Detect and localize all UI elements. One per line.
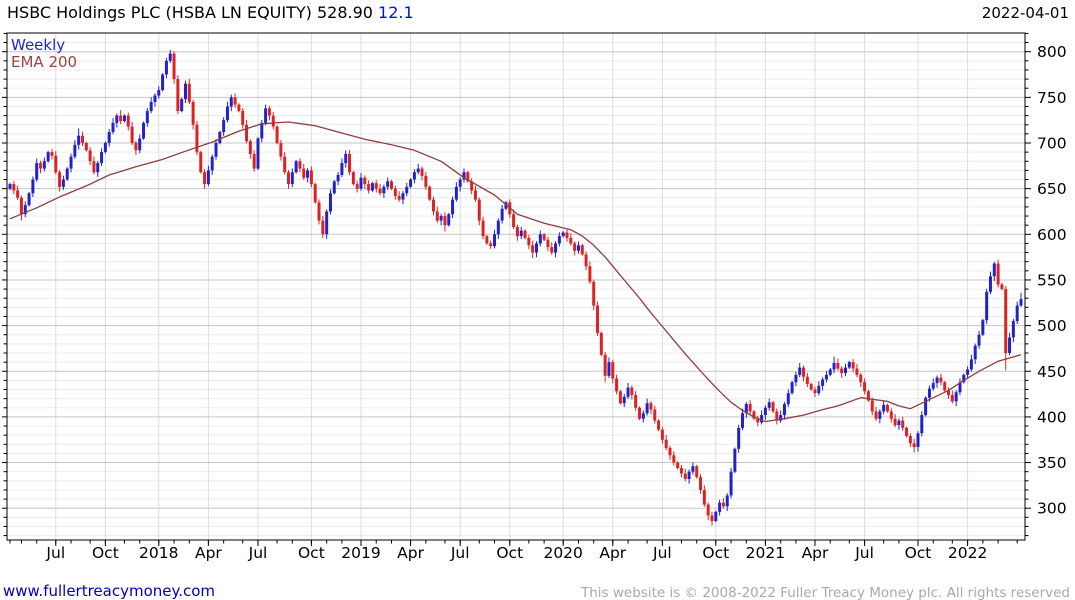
svg-text:2018: 2018 (139, 544, 178, 562)
y-axis-labels: 300 350 400 450 500 550 600 650 700 750 800 (1037, 43, 1067, 518)
svg-text:2020: 2020 (543, 544, 582, 562)
plot-border (6, 32, 1026, 541)
gridlines-vertical (55, 33, 969, 540)
ema-line (9, 121, 1022, 423)
svg-text:650: 650 (1037, 180, 1067, 198)
svg-text:Oct: Oct (905, 544, 932, 562)
website-link[interactable]: www.fullertreacymoney.com (3, 582, 216, 600)
svg-text:800: 800 (1037, 43, 1067, 61)
gridlines-major (7, 51, 1025, 509)
svg-text:Oct: Oct (702, 544, 729, 562)
candlesticks-layer (8, 49, 1023, 526)
svg-text:400: 400 (1037, 408, 1067, 426)
svg-text:2021: 2021 (746, 544, 785, 562)
svg-text:Apr: Apr (802, 544, 829, 562)
svg-text:Apr: Apr (397, 544, 424, 562)
svg-text:Oct: Oct (496, 544, 523, 562)
svg-text:500: 500 (1037, 317, 1067, 335)
copyright-notice: This website is © 2008-2022 Fuller Treac… (581, 585, 1070, 600)
instrument-title: HSBC Holdings PLC (HSBA LN EQUITY) 528.9… (7, 3, 373, 22)
svg-text:Apr: Apr (599, 544, 626, 562)
chart-title: HSBC Holdings PLC (HSBA LN EQUITY) 528.9… (7, 3, 414, 22)
svg-text:450: 450 (1037, 363, 1067, 381)
svg-text:Jul: Jul (854, 544, 874, 562)
svg-text:Jul: Jul (248, 544, 268, 562)
svg-text:Oct: Oct (298, 544, 325, 562)
svg-text:750: 750 (1037, 89, 1067, 107)
legend-ema-label: EMA 200 (11, 53, 78, 71)
price-change: 12.1 (378, 3, 414, 22)
svg-text:300: 300 (1037, 500, 1067, 518)
svg-text:550: 550 (1037, 271, 1067, 289)
svg-text:Oct: Oct (92, 544, 119, 562)
svg-text:Apr: Apr (195, 544, 222, 562)
svg-text:700: 700 (1037, 135, 1067, 153)
svg-text:2019: 2019 (341, 544, 380, 562)
gridlines-minor (7, 42, 1025, 537)
svg-text:Jul: Jul (652, 544, 672, 562)
svg-text:2022: 2022 (948, 544, 987, 562)
svg-text:350: 350 (1037, 454, 1067, 472)
x-axis-labels: Jul Oct 2018 Apr Jul Oct 2019 Apr Jul Oct 2020 Apr J… (45, 544, 987, 562)
svg-text:Jul: Jul (450, 544, 470, 562)
ema-line-layer (9, 121, 1022, 423)
svg-text:Jul: Jul (45, 544, 65, 562)
plot-frame (6, 32, 1026, 541)
legend-series-label: Weekly (11, 36, 66, 54)
axis-ticks (2, 32, 1031, 546)
svg-text:600: 600 (1037, 226, 1067, 244)
chart-date: 2022-04-01 (981, 4, 1069, 22)
